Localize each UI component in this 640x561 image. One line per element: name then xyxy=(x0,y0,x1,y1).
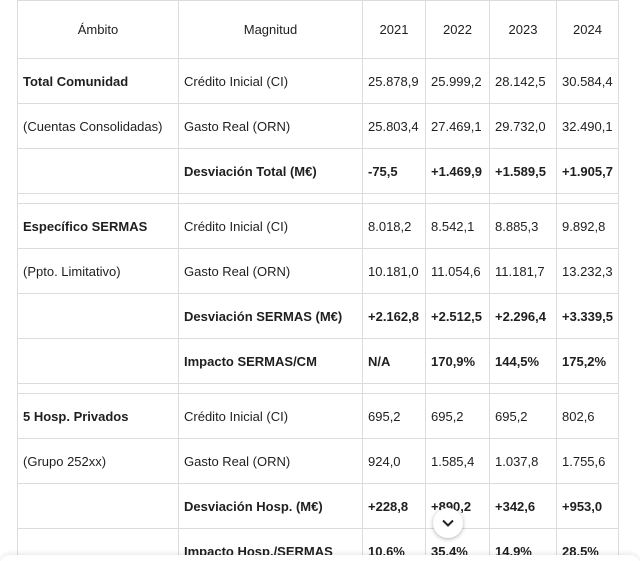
magnitud-cell: Crédito Inicial (CI) xyxy=(178,203,363,249)
value-cell: +2.512,5 xyxy=(425,293,490,339)
value-cell: +342,6 xyxy=(489,483,557,529)
separator-cell xyxy=(425,193,490,204)
separator-cell xyxy=(556,383,619,394)
header-cell: 2022 xyxy=(425,0,490,59)
separator-row xyxy=(17,193,619,204)
header-cell: 2023 xyxy=(489,0,557,59)
table-row: Total Comunidad Crédito Inicial (CI) 25.87… xyxy=(17,58,619,104)
table-row: (Cuentas Consolidadas) Gasto Real (ORN) 25… xyxy=(17,103,619,149)
table-body: Total Comunidad Crédito Inicial (CI) 25.87… xyxy=(17,58,619,561)
value-cell: 695,2 xyxy=(425,393,490,439)
value-cell: 11.054,6 xyxy=(425,248,490,294)
separator-cell xyxy=(362,193,426,204)
value-cell: 27.469,1 xyxy=(425,103,490,149)
header-cell: 2021 xyxy=(362,0,426,59)
value-cell: 802,6 xyxy=(556,393,619,439)
data-table: Ámbito Magnitud 2021 2022 2023 2024 Total Com… xyxy=(17,0,619,561)
ambito-subtitle: (Grupo 252xx) xyxy=(17,438,179,484)
chevron-icon xyxy=(442,519,454,527)
value-cell: N/A xyxy=(362,338,426,384)
value-cell: 30.584,4 xyxy=(556,58,619,104)
header-cell: Magnitud xyxy=(178,0,363,59)
value-cell: +1.905,7 xyxy=(556,148,619,194)
empty-cell xyxy=(17,338,179,384)
value-cell: 13.232,3 xyxy=(556,248,619,294)
separator-cell xyxy=(178,193,363,204)
separator-cell xyxy=(489,193,557,204)
header-cell: Ámbito xyxy=(17,0,179,59)
value-cell: +953,0 xyxy=(556,483,619,529)
value-cell: 175,2% xyxy=(556,338,619,384)
value-cell: 8.018,2 xyxy=(362,203,426,249)
value-cell: +1.589,5 xyxy=(489,148,557,194)
table-row: Desviación Hosp. (M€) +228,8 +890,2 +342,6 +… xyxy=(17,483,619,529)
ambito-subtitle: (Ppto. Limitativo) xyxy=(17,248,179,294)
value-cell: 1.755,6 xyxy=(556,438,619,484)
magnitud-cell: Desviación Total (M€) xyxy=(178,148,363,194)
empty-cell xyxy=(17,148,179,194)
value-cell: 695,2 xyxy=(489,393,557,439)
value-cell: 25.999,2 xyxy=(425,58,490,104)
table-row: Específico SERMAS Crédito Inicial (CI) 8.0… xyxy=(17,203,619,249)
value-cell: 29.732,0 xyxy=(489,103,557,149)
value-cell: 32.490,1 xyxy=(556,103,619,149)
empty-cell xyxy=(17,483,179,529)
magnitud-cell: Desviación Hosp. (M€) xyxy=(178,483,363,529)
value-cell: 695,2 xyxy=(362,393,426,439)
value-cell: 8.885,3 xyxy=(489,203,557,249)
bottom-panel xyxy=(0,555,640,561)
value-cell: 25.878,9 xyxy=(362,58,426,104)
value-cell: 1.037,8 xyxy=(489,438,557,484)
value-cell: 28.142,5 xyxy=(489,58,557,104)
scroll-down-button[interactable] xyxy=(433,508,463,538)
ambito-cell: 5 Hosp. Privados xyxy=(17,393,179,439)
value-cell: +228,8 xyxy=(362,483,426,529)
table-row: (Grupo 252xx) Gasto Real (ORN) 924,0 1.585,… xyxy=(17,438,619,484)
separator-cell xyxy=(556,193,619,204)
magnitud-cell: Desviación SERMAS (M€) xyxy=(178,293,363,339)
separator-cell xyxy=(489,383,557,394)
separator-cell xyxy=(425,383,490,394)
value-cell: +2.296,4 xyxy=(489,293,557,339)
value-cell: +1.469,9 xyxy=(425,148,490,194)
value-cell: 144,5% xyxy=(489,338,557,384)
value-cell: -75,5 xyxy=(362,148,426,194)
magnitud-cell: Gasto Real (ORN) xyxy=(178,438,363,484)
value-cell: 8.542,1 xyxy=(425,203,490,249)
magnitud-cell: Crédito Inicial (CI) xyxy=(178,58,363,104)
separator-cell xyxy=(362,383,426,394)
ambito-cell: Específico SERMAS xyxy=(17,203,179,249)
value-cell: 170,9% xyxy=(425,338,490,384)
value-cell: 924,0 xyxy=(362,438,426,484)
value-cell: 1.585,4 xyxy=(425,438,490,484)
value-cell: 9.892,8 xyxy=(556,203,619,249)
magnitud-cell: Gasto Real (ORN) xyxy=(178,103,363,149)
magnitud-cell: Gasto Real (ORN) xyxy=(178,248,363,294)
separator-cell xyxy=(178,383,363,394)
table-row: Desviación SERMAS (M€) +2.162,8 +2.512,5 +2… xyxy=(17,293,619,339)
magnitud-cell: Crédito Inicial (CI) xyxy=(178,393,363,439)
empty-cell xyxy=(17,293,179,339)
value-cell: +3.339,5 xyxy=(556,293,619,339)
separator-cell xyxy=(17,383,179,394)
magnitud-cell: Impacto SERMAS/CM xyxy=(178,338,363,384)
value-cell: +2.162,8 xyxy=(362,293,426,339)
table-row: 5 Hosp. Privados Crédito Inicial (CI) 695,… xyxy=(17,393,619,439)
value-cell: 11.181,7 xyxy=(489,248,557,294)
ambito-subtitle: (Cuentas Consolidadas) xyxy=(17,103,179,149)
table-row: Desviación Total (M€) -75,5 +1.469,9 +1.589… xyxy=(17,148,619,194)
table-row: (Ppto. Limitativo) Gasto Real (ORN) 10.181… xyxy=(17,248,619,294)
value-cell: 10.181,0 xyxy=(362,248,426,294)
value-cell: 25.803,4 xyxy=(362,103,426,149)
ambito-cell: Total Comunidad xyxy=(17,58,179,104)
separator-cell xyxy=(17,193,179,204)
header-row: Ámbito Magnitud 2021 2022 2023 2024 xyxy=(17,0,619,59)
separator-row xyxy=(17,383,619,394)
table-row: Impacto SERMAS/CM N/A 170,9% 144,5% 175,2% xyxy=(17,338,619,384)
header-cell: 2024 xyxy=(556,0,619,59)
